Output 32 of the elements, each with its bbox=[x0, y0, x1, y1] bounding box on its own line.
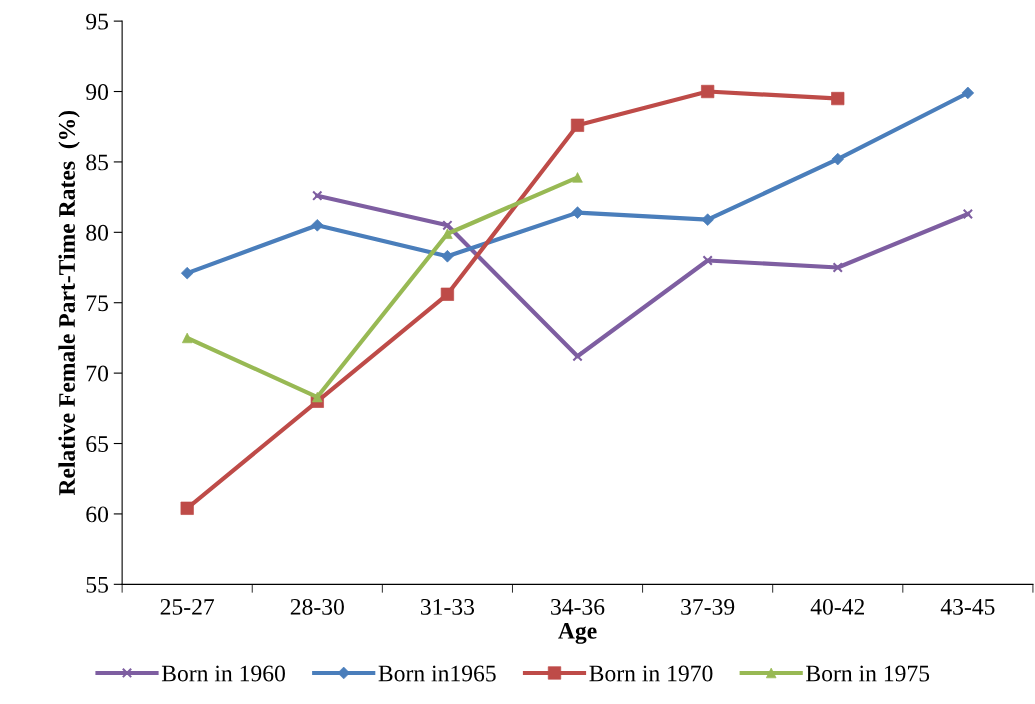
y-tick-label: 60 bbox=[86, 506, 109, 523]
x-tick-label: 37-39 bbox=[681, 598, 735, 615]
point bbox=[962, 208, 974, 220]
x-tick-label: 31-33 bbox=[421, 598, 475, 615]
y-tick-label: 95 bbox=[86, 13, 109, 30]
point bbox=[440, 287, 455, 301]
y-tick-label: 55 bbox=[86, 577, 109, 593]
y-tick-label: 75 bbox=[86, 295, 109, 312]
x-tick-label: 43-45 bbox=[940, 598, 995, 615]
legend-label: Born in1965 bbox=[378, 665, 496, 682]
point bbox=[702, 255, 713, 266]
x-axis-title: Age bbox=[558, 623, 597, 644]
point bbox=[442, 220, 453, 231]
x-tick-label: 34-36 bbox=[551, 598, 605, 615]
point bbox=[180, 501, 194, 515]
point bbox=[312, 190, 323, 201]
y-tick-label: 70 bbox=[86, 365, 109, 382]
y-tick-label: 65 bbox=[86, 436, 109, 452]
point bbox=[832, 262, 843, 273]
y-tick-label: 80 bbox=[86, 224, 109, 241]
x-tick-label: 28-30 bbox=[290, 598, 344, 615]
y-tick-label: 85 bbox=[86, 154, 109, 171]
legend-label: Born in 1970 bbox=[589, 665, 713, 682]
legend-label: Born in 1960 bbox=[161, 665, 285, 682]
x-tick-label: 25-27 bbox=[160, 598, 215, 615]
x-tick-label: 40-42 bbox=[810, 598, 864, 615]
point bbox=[570, 118, 585, 132]
y-axis-title: Relative Female Part-Time Rates (%) bbox=[58, 110, 80, 496]
legend-label: Born in 1975 bbox=[806, 665, 930, 682]
point bbox=[572, 351, 583, 362]
point bbox=[701, 84, 715, 99]
y-tick-label: 90 bbox=[86, 84, 109, 100]
